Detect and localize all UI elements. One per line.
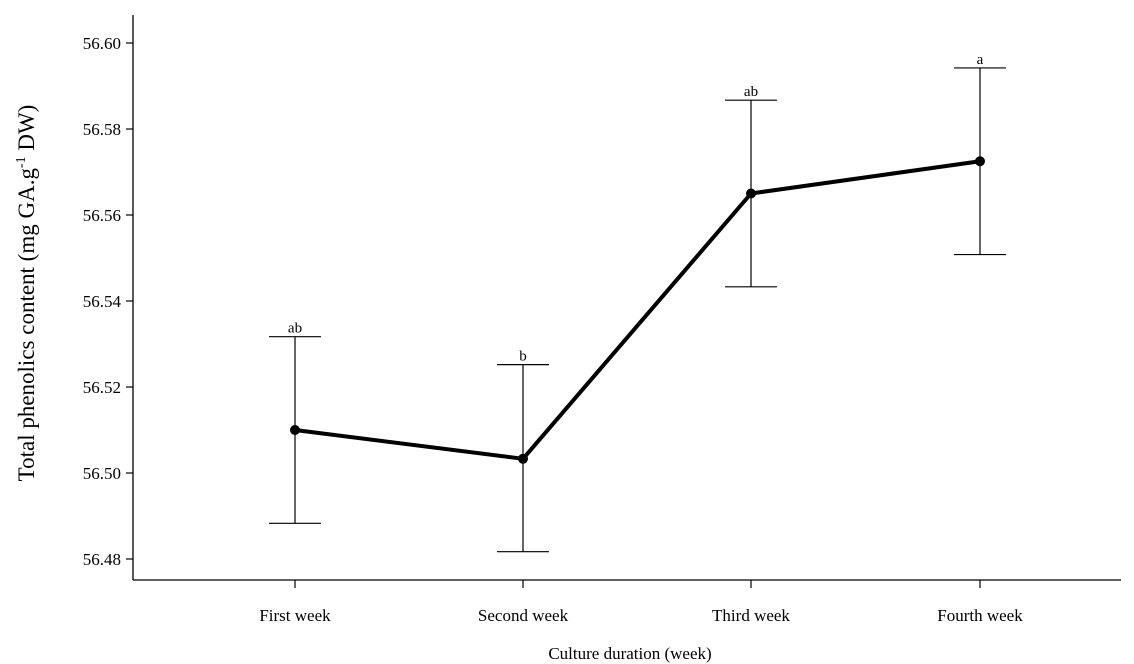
data-points <box>290 156 985 464</box>
data-point <box>975 156 985 167</box>
significance-label: a <box>977 52 984 68</box>
y-tick-label: 56.52 <box>83 378 121 397</box>
y-tick-label: 56.48 <box>83 550 121 569</box>
data-point <box>746 188 756 199</box>
y-axis-title: Total phenolics content (mg GA.g-1 DW) <box>14 105 39 482</box>
error-bars <box>269 67 1006 553</box>
significance-label: ab <box>744 84 758 100</box>
y-tick-label: 56.50 <box>83 464 121 483</box>
significance-labels: ab b ab a <box>288 52 984 365</box>
y-axis-title-prefix: Total phenolics content (mg GA.g <box>14 168 39 482</box>
data-point <box>290 425 300 435</box>
y-tick-label: 56.60 <box>83 34 121 53</box>
significance-label: ab <box>288 321 302 337</box>
y-tick-label: 56.58 <box>83 120 121 139</box>
significance-label: b <box>519 349 527 365</box>
y-axis-title-superscript: -1 <box>14 156 29 168</box>
axes <box>132 15 1121 581</box>
x-axis-title: Culture duration (week) <box>548 644 711 663</box>
data-point <box>518 453 528 464</box>
y-tick-label: 56.56 <box>83 206 121 225</box>
x-axis-ticks: First week Second week Third week Fourth we… <box>259 580 1023 625</box>
y-axis-title-suffix: DW) <box>14 105 39 157</box>
y-tick-label: 56.54 <box>83 292 122 311</box>
y-axis-ticks: 56.48 56.50 56.52 56.54 56.56 56.58 56.60 <box>83 34 133 569</box>
series-line-group <box>294 159 981 461</box>
x-tick-label: First week <box>259 606 331 625</box>
x-tick-label: Fourth week <box>937 606 1023 625</box>
series-line <box>294 159 981 461</box>
x-tick-label: Second week <box>478 606 569 625</box>
x-tick-label: Third week <box>712 606 790 625</box>
